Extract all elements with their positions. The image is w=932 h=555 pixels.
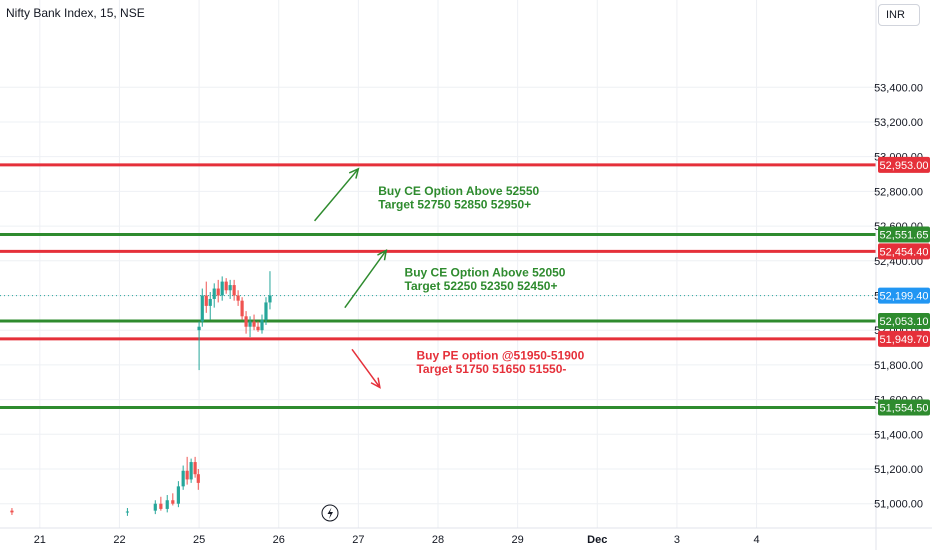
candle-body[interactable] bbox=[236, 295, 240, 301]
candle-body[interactable] bbox=[204, 295, 208, 306]
candle-body[interactable] bbox=[171, 500, 175, 504]
candle-body[interactable] bbox=[176, 486, 180, 504]
candle-body[interactable] bbox=[240, 300, 244, 317]
candle-body[interactable] bbox=[125, 511, 130, 513]
time-tick-label[interactable]: 27 bbox=[352, 534, 364, 546]
level-price-badge[interactable]: 51,554.50 bbox=[880, 402, 929, 414]
price-tick-label[interactable]: 51,800.00 bbox=[874, 360, 923, 372]
level-price-badge-bg bbox=[878, 226, 930, 243]
trend-arrow[interactable] bbox=[313, 168, 359, 222]
time-tick-label[interactable]: Dec bbox=[587, 534, 607, 546]
candle-body[interactable] bbox=[256, 326, 260, 331]
current-price-badge[interactable]: 52,199.40 bbox=[880, 291, 929, 303]
candle-body[interactable] bbox=[244, 316, 248, 327]
price-tick-label[interactable]: 51,400.00 bbox=[874, 429, 923, 441]
candle-body[interactable] bbox=[196, 474, 200, 483]
candle-body[interactable] bbox=[200, 295, 204, 322]
candle-body[interactable] bbox=[228, 285, 232, 291]
candle-body[interactable] bbox=[224, 281, 228, 291]
annotation-line-1[interactable]: Buy CE Option Above 52550 bbox=[378, 184, 539, 198]
candle-body[interactable] bbox=[153, 503, 157, 511]
price-tick-label[interactable]: 53,200.00 bbox=[874, 117, 923, 129]
time-tick-label[interactable]: 29 bbox=[512, 534, 524, 546]
time-tick-label[interactable]: 26 bbox=[273, 534, 285, 546]
level-price-badge[interactable]: 51,949.70 bbox=[880, 334, 929, 346]
price-tick-label[interactable]: 51,200.00 bbox=[874, 464, 923, 476]
time-axis: 21 22 25 26 27 28 29 Dec 3 4 bbox=[0, 527, 932, 546]
level-price-badge[interactable]: 52,053.10 bbox=[880, 316, 929, 328]
lightning-icon[interactable] bbox=[321, 504, 339, 522]
candle-body[interactable] bbox=[185, 470, 189, 480]
candle-body[interactable] bbox=[189, 462, 193, 480]
level-price-badge[interactable]: 52,551.65 bbox=[880, 229, 929, 241]
time-tick-label[interactable]: 4 bbox=[753, 534, 759, 546]
candle-body[interactable] bbox=[252, 321, 256, 327]
current-price-badge-bg bbox=[878, 287, 930, 304]
candle-body[interactable] bbox=[208, 298, 212, 306]
annotation-line-1[interactable]: Buy PE option @51950-51900 bbox=[416, 349, 584, 363]
time-tick-label[interactable]: 3 bbox=[674, 534, 680, 546]
level-price-badge[interactable]: 52,953.00 bbox=[880, 160, 929, 172]
candle-body[interactable] bbox=[232, 285, 236, 296]
level-price-badge-bg bbox=[878, 330, 930, 347]
level-price-badge-bg bbox=[878, 312, 930, 329]
currency-button[interactable]: INR bbox=[878, 4, 920, 26]
time-tick-label[interactable]: 25 bbox=[193, 534, 205, 546]
candle-body[interactable] bbox=[260, 319, 264, 331]
time-tick-label[interactable]: 22 bbox=[113, 534, 125, 546]
candles bbox=[10, 271, 272, 516]
candle-body[interactable] bbox=[181, 470, 185, 487]
level-lines bbox=[0, 163, 876, 409]
trend-arrow[interactable] bbox=[351, 348, 381, 388]
price-axis: 51,000.0051,200.0051,400.0051,600.0051,8… bbox=[874, 0, 923, 550]
candle-body[interactable] bbox=[216, 288, 220, 296]
level-price-badge-bg bbox=[878, 243, 930, 260]
candle-body[interactable] bbox=[197, 326, 201, 331]
time-tick-label[interactable]: 28 bbox=[432, 534, 444, 546]
candle-body[interactable] bbox=[268, 295, 272, 303]
candle-body[interactable] bbox=[10, 510, 14, 513]
candle-body[interactable] bbox=[220, 281, 224, 296]
level-price-badge[interactable]: 52,454.40 bbox=[880, 246, 929, 258]
trend-arrow-head bbox=[370, 377, 381, 389]
price-tick-label[interactable]: 52,800.00 bbox=[874, 186, 923, 198]
price-tick-label[interactable]: 53,400.00 bbox=[874, 82, 923, 94]
trend-arrow[interactable] bbox=[344, 249, 387, 309]
annotation-line-1[interactable]: Buy CE Option Above 52050 bbox=[405, 265, 566, 279]
price-tick-label[interactable]: 51,000.00 bbox=[874, 499, 923, 511]
symbol-title[interactable]: Nifty Bank Index, 15, NSE bbox=[6, 6, 145, 20]
candle-body[interactable] bbox=[193, 462, 197, 475]
annotation-line-2[interactable]: Target 52750 52850 52950+ bbox=[378, 198, 531, 212]
trend-arrow-head bbox=[377, 248, 388, 261]
candle-body[interactable] bbox=[165, 500, 169, 509]
trend-arrow-head bbox=[348, 167, 360, 179]
annotation-line-2[interactable]: Target 51750 51650 51550- bbox=[416, 362, 566, 376]
candle-body[interactable] bbox=[212, 288, 216, 299]
arrows bbox=[313, 167, 388, 389]
grid-layer bbox=[0, 0, 876, 528]
candle-body[interactable] bbox=[264, 302, 268, 320]
price-badges: 52,953.00 52,551.65 52,454.40 52,053.10 51,9… bbox=[878, 156, 930, 416]
annotation-line-2[interactable]: Target 52250 52350 52450+ bbox=[405, 279, 558, 293]
candle-body[interactable] bbox=[248, 321, 252, 327]
time-tick-label[interactable]: 21 bbox=[34, 534, 46, 546]
level-price-badge-bg bbox=[878, 156, 930, 173]
candle-body[interactable] bbox=[159, 503, 163, 509]
level-price-badge-bg bbox=[878, 399, 930, 416]
